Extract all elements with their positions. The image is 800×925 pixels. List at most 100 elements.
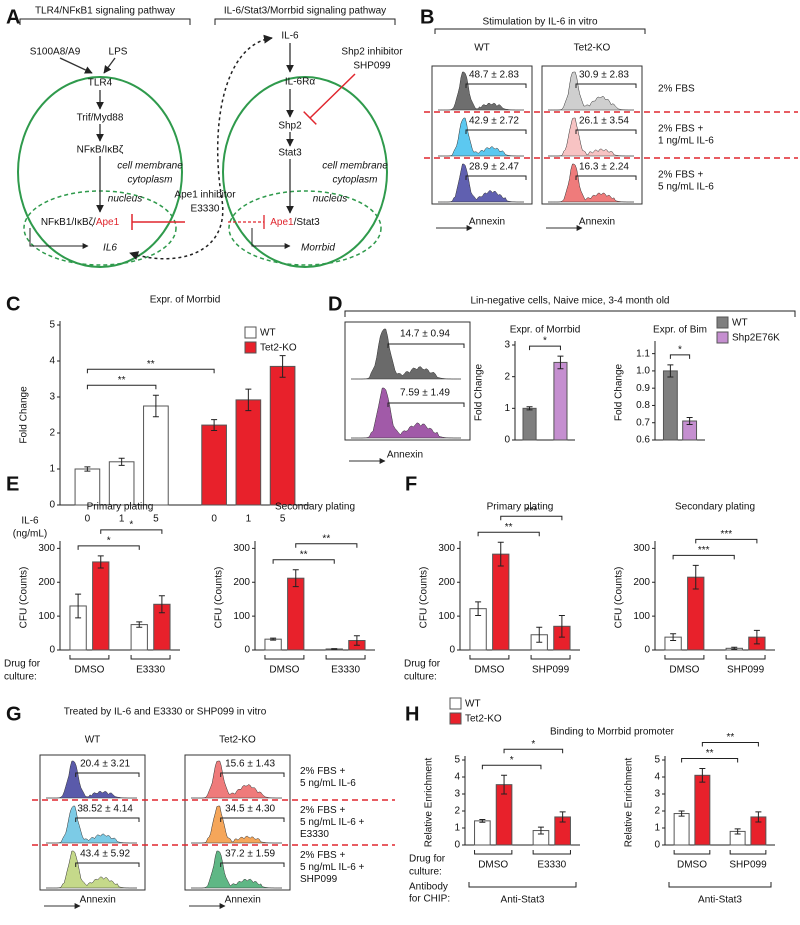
bar [287, 577, 305, 651]
chart-title: Expr. of Morrbid [150, 295, 221, 306]
label: 2% FBS [658, 84, 695, 95]
x-tick-label: SHP099 [532, 665, 570, 676]
significance-bracket [500, 515, 563, 521]
y-tick-label: 0 [49, 645, 55, 656]
x-tick-label: E3330 [537, 860, 566, 871]
error-bar [292, 569, 299, 588]
error-bar [753, 629, 760, 645]
y-tick-label: 300 [233, 543, 250, 554]
error-bar [331, 648, 338, 650]
gate-bracket [75, 772, 140, 777]
chart-title: Secondary plating [275, 502, 355, 513]
label: Drug for [404, 659, 441, 670]
significance-bracket [672, 554, 735, 560]
y-tick-label: 1.1 [636, 348, 650, 359]
y-tick-label: 100 [633, 611, 650, 622]
label: (ng/mL) [13, 529, 47, 540]
bar [553, 361, 568, 441]
significance-label: ** [726, 732, 734, 743]
error-bar [479, 819, 486, 823]
gate-bracket [575, 175, 637, 180]
label: 34.5 ± 4.30 [225, 804, 275, 815]
label: 43.4 ± 5.92 [80, 849, 130, 860]
error-bar [731, 646, 738, 650]
error-bar [667, 364, 674, 378]
y-tick-label: 3 [454, 789, 460, 800]
legend-label: Tet2-KO [260, 343, 297, 354]
inhibitor-bar [303, 111, 317, 125]
bracket [19, 18, 191, 25]
error-bar [537, 826, 544, 835]
y-tick-label: 200 [438, 577, 455, 588]
error-bar [699, 768, 706, 783]
complex-label: NFκB1/IκBζ/Ape1 [41, 217, 120, 228]
gate-bracket [75, 817, 140, 822]
y-axis-label: Relative Enrichment [624, 758, 635, 848]
label: cell membrane [322, 161, 388, 172]
bracket [434, 28, 646, 34]
y-tick-label: 0.6 [636, 435, 650, 446]
legend-swatch [244, 341, 257, 354]
x-tick-label: 1 [119, 514, 125, 525]
label: 1 ng/mL IL-6 [658, 136, 714, 147]
significance-bracket [701, 742, 759, 747]
gate-bracket [465, 129, 527, 134]
x-tick-label: DMSO [677, 860, 707, 871]
significance-label: * [543, 336, 547, 347]
x-tick-label: SHP099 [729, 860, 767, 871]
error-bar [211, 419, 218, 431]
y-tick-label: 1 [49, 464, 55, 475]
x-tick-label: DMSO [269, 665, 299, 676]
category-bracket [725, 655, 766, 660]
bar [694, 774, 711, 846]
y-tick-label: 4 [654, 772, 660, 783]
bracket [344, 310, 796, 317]
significance-bracket [503, 748, 564, 754]
histogram [191, 760, 282, 799]
label: Morrbid [301, 243, 335, 254]
label: 16.3 ± 2.24 [579, 162, 629, 173]
label: Binding to Morrbid promoter [550, 727, 675, 738]
label: Annexin [579, 217, 615, 228]
label: Tet2-KO [574, 43, 611, 54]
legend-swatch [449, 712, 462, 725]
label: 2% FBS + [300, 805, 345, 816]
label: cell membrane [117, 161, 183, 172]
label: Tet2-KO [219, 735, 256, 746]
label: /Stat3 [294, 217, 321, 228]
y-tick-label: 0 [644, 645, 650, 656]
label: 5 ng/mL IL-6 + [300, 862, 365, 873]
chart-title: Primary plating [487, 502, 554, 513]
y-tick-label: 5 [654, 755, 660, 766]
x-tick-label: DMSO [74, 665, 104, 676]
significance-label: *** [525, 506, 537, 517]
significance-label: * [531, 739, 535, 750]
y-tick-label: 3 [49, 392, 55, 403]
bar [201, 424, 227, 506]
category-bracket [673, 850, 711, 855]
significance-bracket [481, 764, 542, 770]
y-tick-label: 0 [654, 840, 660, 851]
histogram [46, 760, 137, 799]
panel-label: F [405, 473, 417, 495]
significance-label: * [129, 519, 133, 530]
error-bar [270, 637, 277, 641]
histogram [548, 163, 634, 203]
label: IL6 [103, 243, 117, 254]
y-tick-label: 0.8 [636, 400, 650, 411]
bar [662, 370, 678, 441]
bar [673, 813, 690, 846]
y-tick-label: 2 [454, 806, 460, 817]
x-tick-label: 0 [211, 514, 217, 525]
y-tick-label: 4 [49, 356, 55, 367]
error-bar [97, 555, 104, 569]
bracket [214, 18, 396, 25]
significance-label: ** [300, 549, 308, 560]
label: S100A8/A9 [30, 47, 81, 58]
label: TLR4 [88, 78, 113, 89]
significance-bracket [529, 345, 561, 351]
promoter-arrow [29, 228, 89, 249]
category-bracket [264, 655, 305, 660]
y-axis-label: Fold Change [614, 363, 625, 421]
